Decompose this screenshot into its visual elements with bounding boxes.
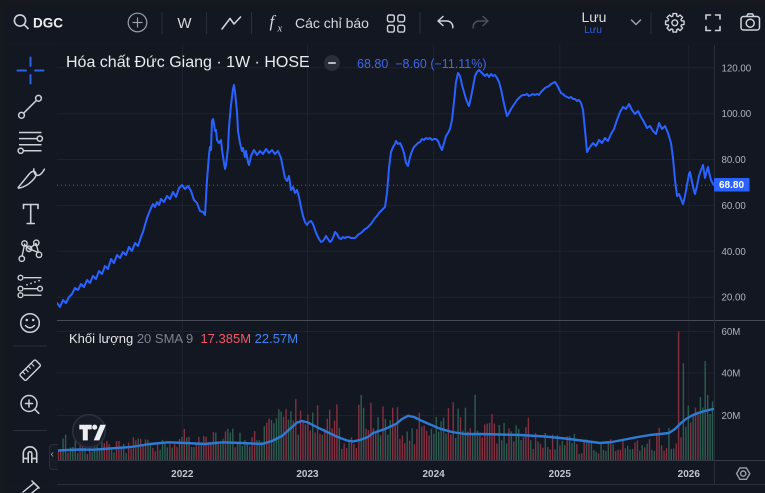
svg-text:2023: 2023 xyxy=(296,469,319,480)
svg-text:20M: 20M xyxy=(722,411,741,422)
svg-text:W: W xyxy=(177,15,192,32)
svg-text:60M: 60M xyxy=(722,327,741,338)
svg-text:DGC: DGC xyxy=(33,16,63,31)
svg-text:100.00: 100.00 xyxy=(722,109,752,120)
svg-text:2022: 2022 xyxy=(171,469,194,480)
svg-text:2026: 2026 xyxy=(678,469,701,480)
svg-text:40.00: 40.00 xyxy=(722,247,747,258)
svg-text:40M: 40M xyxy=(722,369,741,380)
svg-text:60.00: 60.00 xyxy=(722,201,747,212)
svg-text:f: f xyxy=(270,12,277,31)
svg-text:20.00: 20.00 xyxy=(722,293,747,304)
svg-text:2025: 2025 xyxy=(549,469,572,480)
svg-text:Các chỉ báo: Các chỉ báo xyxy=(295,15,369,31)
svg-text:Lưu: Lưu xyxy=(582,9,607,25)
svg-text:80.00: 80.00 xyxy=(722,155,747,166)
svg-text:Lưu: Lưu xyxy=(584,25,602,36)
svg-text:120.00: 120.00 xyxy=(722,63,752,74)
svg-text:2024: 2024 xyxy=(422,469,445,480)
svg-text:x: x xyxy=(277,24,283,35)
svg-text:68.80: 68.80 xyxy=(719,180,744,191)
